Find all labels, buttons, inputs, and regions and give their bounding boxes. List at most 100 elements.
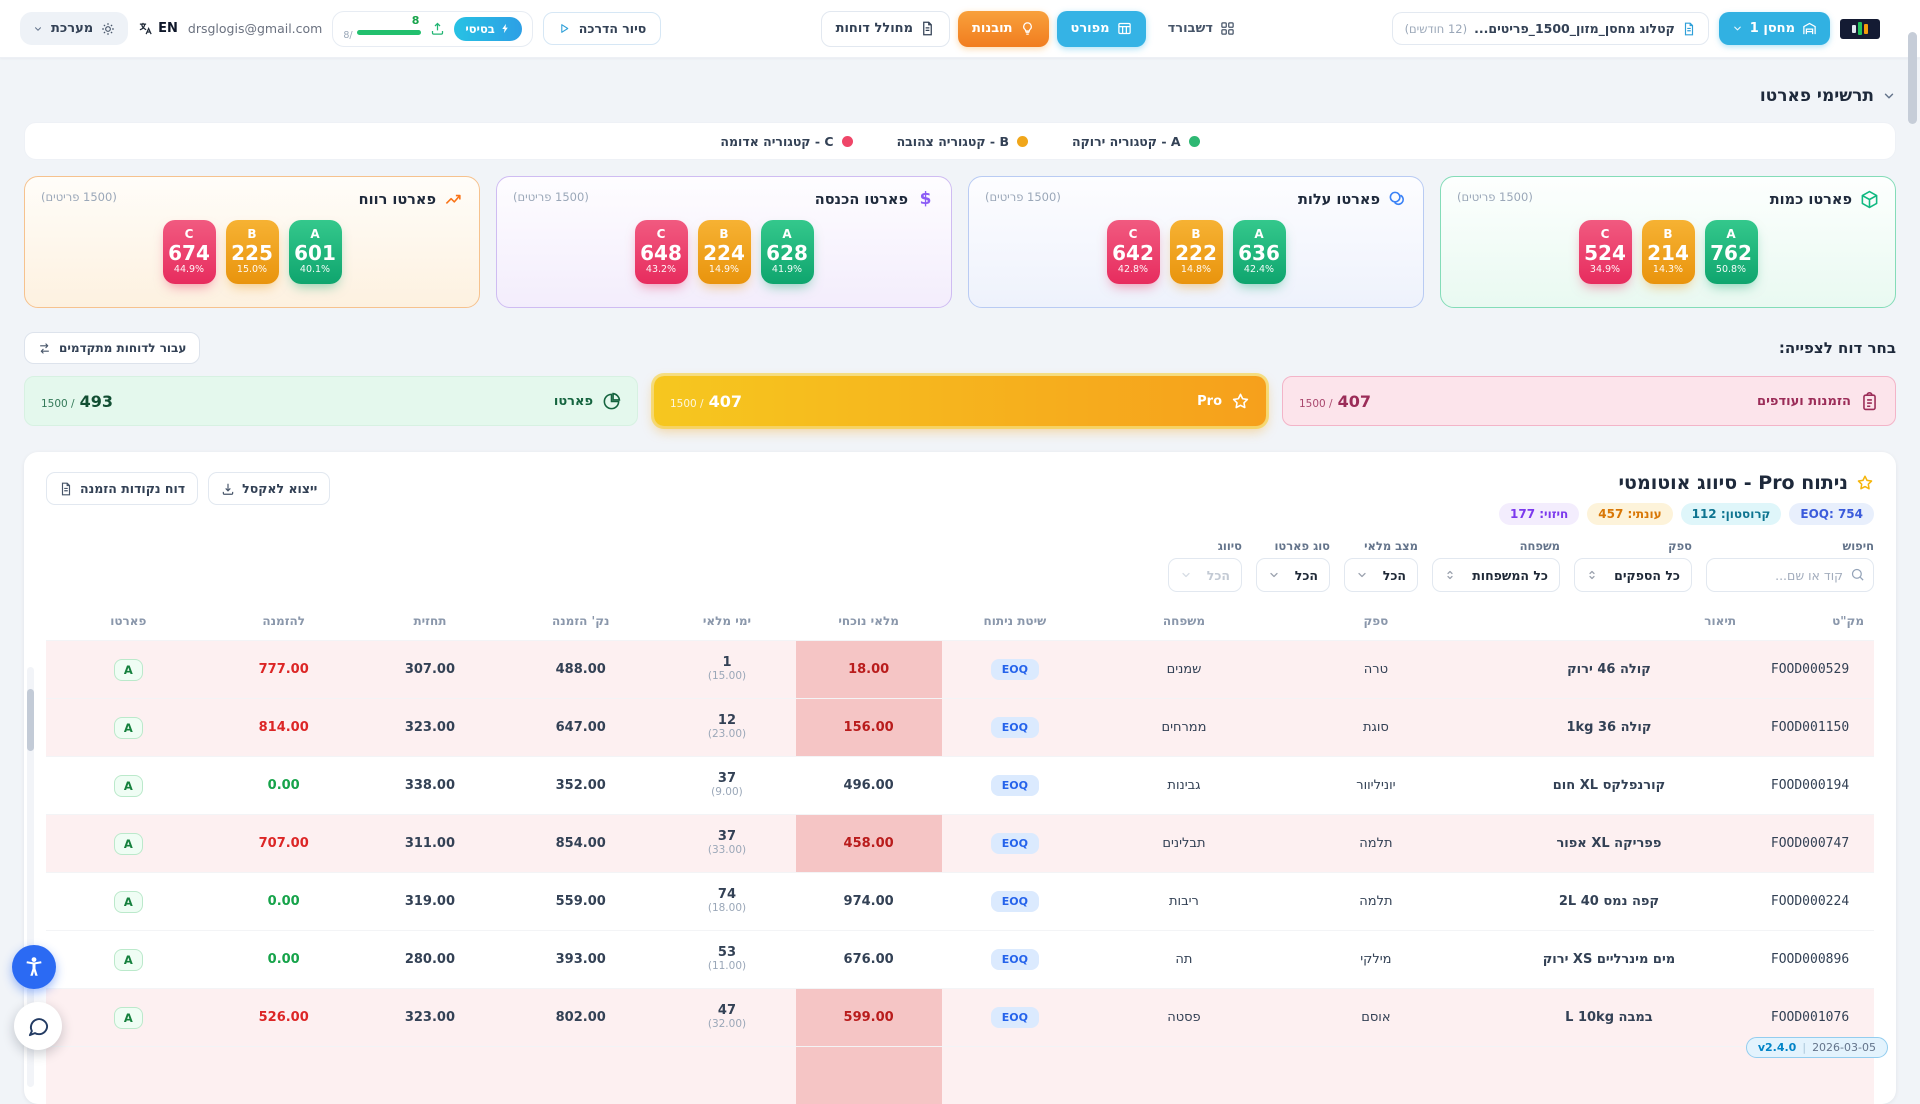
cell-reorder-point	[503, 1047, 658, 1104]
table-row[interactable]	[46, 1047, 1874, 1104]
column-header[interactable]: מק"ט	[1746, 606, 1874, 641]
accessibility-button[interactable]	[12, 945, 56, 989]
grade-letter: C	[657, 228, 666, 242]
grid-icon	[1220, 21, 1235, 36]
report-banner-orders-surplus[interactable]: הזמנות ועודפים 1500 / 407	[1282, 376, 1896, 426]
pareto-card-quantity[interactable]: פארטו כמות (1500 פריטים) A 762 50.8% B 2…	[1440, 176, 1896, 308]
filter-select-supplier[interactable]: כל הספקים	[1574, 558, 1692, 592]
grade-letter: B	[247, 228, 256, 242]
advanced-reports-button[interactable]: עבור לדוחות מתקדמים	[24, 332, 200, 364]
cell-to-order: 0.00	[211, 757, 357, 815]
column-header[interactable]: תחזית	[357, 606, 503, 641]
nav-detailed[interactable]: מפורט	[1057, 11, 1146, 47]
grade-value: 214	[1647, 242, 1689, 265]
grade-percent: 40.1%	[300, 265, 330, 276]
legend-item: B - קטגוריה צהובה	[897, 134, 1028, 149]
reorder-report-button[interactable]: דוח נקודות הזמנה	[46, 472, 198, 505]
pareto-card-profit[interactable]: פארטו רווח (1500 פריטים) A 601 40.1% B 2…	[24, 176, 480, 308]
upload-icon[interactable]	[430, 21, 445, 36]
stock-days-value: 53	[662, 945, 791, 961]
cell-forecast: 280.00	[357, 931, 503, 989]
table-scrollbar-thumb[interactable]	[27, 689, 34, 751]
pareto-card-cost[interactable]: פארטו עלות (1500 פריטים) A 636 42.4% B 2…	[968, 176, 1424, 308]
cell-family: תבלינים	[1088, 815, 1280, 873]
column-header[interactable]: פארטו	[46, 606, 211, 641]
company-logo[interactable]	[1840, 19, 1880, 39]
column-header[interactable]: שיטת ניתוח	[942, 606, 1088, 641]
star-icon[interactable]	[1856, 474, 1874, 492]
column-header[interactable]: ספק	[1280, 606, 1472, 641]
banner-count: 1500 / 407	[1299, 392, 1371, 411]
collapse-chevron-icon[interactable]	[1882, 89, 1896, 103]
grade-letter: B	[1663, 228, 1672, 242]
cell-current-stock: 974.00	[796, 873, 942, 931]
pareto-card-head: $ פארטו הכנסה (1500 פריטים)	[513, 190, 935, 209]
cell-to-order: 777.00	[211, 641, 357, 699]
logo-mark	[1858, 22, 1862, 35]
filter-select-pareto-type[interactable]: הכל	[1256, 558, 1330, 592]
stat-pill: חיזוי: 177	[1499, 503, 1579, 525]
grade-percent: 15.0%	[237, 265, 267, 276]
accessibility-person-icon	[22, 955, 46, 979]
table-row[interactable]: FOOD000747 פפריקה XL אפור תלמה תבלינים E…	[46, 815, 1874, 873]
nav-report-generator[interactable]: מחולל דוחות	[821, 11, 950, 47]
cell-supplier: תלמה	[1280, 873, 1472, 931]
plan-badge[interactable]: בסיסי	[454, 17, 521, 41]
pareto-card-count: (1500 פריטים)	[1457, 190, 1533, 204]
tour-button[interactable]: סיור הדרכה	[543, 12, 661, 45]
report-banner-pro[interactable]: Pro 1500 / 407	[654, 376, 1266, 426]
warehouse-button[interactable]: מחסן 1	[1719, 12, 1830, 45]
filter-select-classification[interactable]: הכל	[1168, 558, 1242, 592]
table-row[interactable]: FOOD000896 מים מינרליים XS ירוק מילקי תה…	[46, 931, 1874, 989]
logo-mark	[1852, 25, 1856, 33]
clipboard-icon	[1860, 392, 1879, 411]
nav-dashboard[interactable]: דשבורד	[1154, 11, 1249, 47]
banner-label-text: הזמנות ועודפים	[1757, 394, 1851, 409]
table-row[interactable]: FOOD001076 במבה L 10kg אוסם פסטה EOQ 599…	[46, 989, 1874, 1047]
column-header[interactable]: תיאור	[1472, 606, 1746, 641]
play-icon	[558, 22, 571, 35]
stat-pill: EOQ: 754	[1789, 503, 1874, 525]
search-input[interactable]	[1706, 558, 1874, 592]
grade-value: 636	[1238, 242, 1280, 265]
user-email: drsglogis@gmail.com	[188, 21, 322, 36]
column-header[interactable]: ימי מלאי	[658, 606, 795, 641]
column-header[interactable]: מלאי נוכחי	[796, 606, 942, 641]
method-pill: EOQ	[991, 659, 1039, 680]
grade-percent: 41.9%	[772, 265, 802, 276]
version-number: v2.4.0	[1758, 1041, 1797, 1054]
report-banner-pareto[interactable]: פארטו 1500 / 493	[24, 376, 638, 426]
chat-button[interactable]	[14, 1002, 62, 1050]
filter-select-family[interactable]: כל המשפחות	[1432, 558, 1560, 592]
column-header[interactable]: להזמנה	[211, 606, 357, 641]
filter-value: כל המשפחות	[1472, 568, 1548, 583]
banner-total: 1500 /	[1299, 398, 1333, 410]
nav-insights[interactable]: תובנות	[958, 11, 1049, 47]
grade-letter: A	[1726, 228, 1735, 242]
table-row[interactable]: FOOD001150 קולה 1kg 36 סוגת ממרחים EOQ 1…	[46, 699, 1874, 757]
analysis-actions: ייצוא לאקסל דוח נקודות הזמנה	[46, 472, 330, 505]
report-picker-title: בחר דוח לצפייה:	[1779, 339, 1896, 357]
export-excel-button[interactable]: ייצוא לאקסל	[208, 472, 330, 505]
column-header[interactable]: נק' הזמנה	[503, 606, 658, 641]
catalog-months: (12 חודשים)	[1405, 22, 1468, 36]
system-menu[interactable]: מערכת	[20, 12, 128, 45]
grade-percent: 44.9%	[174, 265, 204, 276]
filter-select-stock-state[interactable]: הכל	[1344, 558, 1418, 592]
table-row[interactable]: FOOD000224 קפה נמס 2L 40 תלמה ריבות EOQ …	[46, 873, 1874, 931]
table-row[interactable]: FOOD000194 קורנפלקס XL חום יוניליוור גבי…	[46, 757, 1874, 815]
page-scrollbar-thumb[interactable]	[1908, 32, 1917, 124]
pareto-card-income[interactable]: $ פארטו הכנסה (1500 פריטים) A 628 41.9% …	[496, 176, 952, 308]
pareto-card-title: $ פארטו הכנסה	[815, 190, 935, 209]
column-header[interactable]: משפחה	[1088, 606, 1280, 641]
grade-value: 524	[1584, 242, 1626, 265]
cell-forecast: 323.00	[357, 699, 503, 757]
table-row[interactable]: FOOD000529 קולה 46 ירוק טרה שמנים EOQ 18…	[46, 641, 1874, 699]
catalog-chip[interactable]: קטלוג מחסן_מזון_1500_פריטים... (12 חודשי…	[1392, 12, 1709, 45]
cell-description	[1472, 1047, 1746, 1104]
pareto-card-head: פארטו כמות (1500 פריטים)	[1457, 190, 1879, 209]
language-toggle[interactable]: EN	[138, 21, 178, 36]
legend-label: A - קטגוריה ירוקה	[1072, 134, 1181, 149]
cell-analysis-method: EOQ	[942, 757, 1088, 815]
